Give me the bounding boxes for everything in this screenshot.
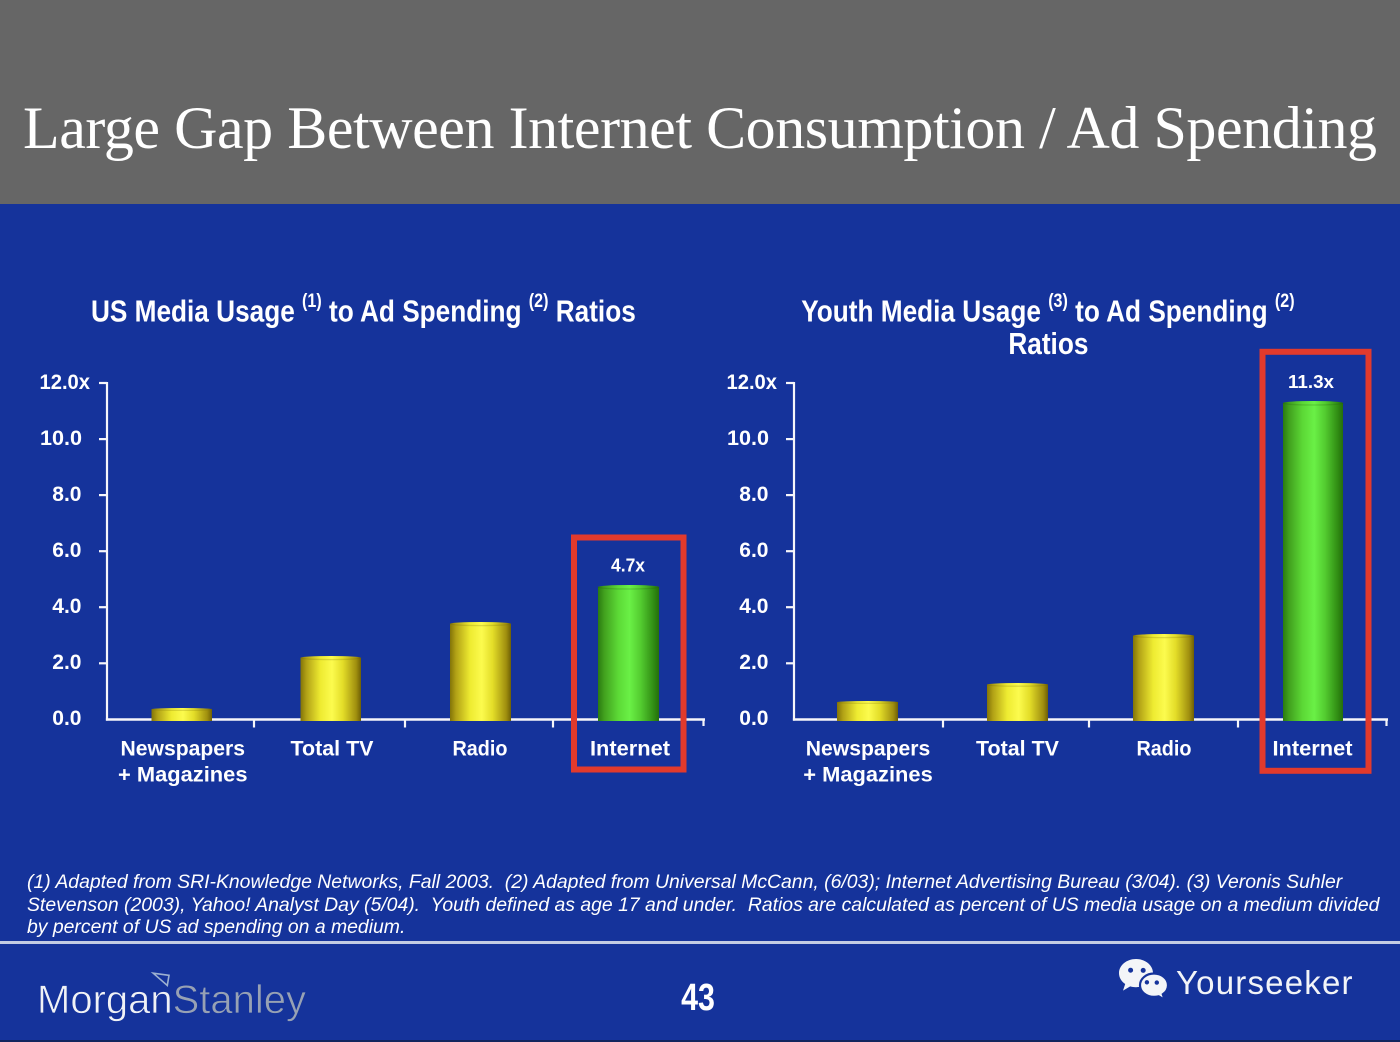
svg-text:6.0: 6.0 xyxy=(52,539,81,562)
svg-text:0.0: 0.0 xyxy=(52,707,81,730)
svg-text:Radio: Radio xyxy=(1137,737,1192,761)
svg-text:4.7x: 4.7x xyxy=(611,555,646,576)
svg-text:12.0x: 12.0x xyxy=(727,371,778,394)
svg-text:Total TV: Total TV xyxy=(291,737,375,761)
svg-text:Radio: Radio xyxy=(453,737,508,761)
svg-text:10.0: 10.0 xyxy=(40,427,82,450)
svg-text:11.3x: 11.3x xyxy=(1288,371,1335,392)
svg-text:4.0: 4.0 xyxy=(739,595,768,618)
svg-text:Total TV: Total TV xyxy=(976,737,1060,761)
svg-text:8.0: 8.0 xyxy=(739,483,768,506)
svg-text:10.0: 10.0 xyxy=(727,427,769,450)
svg-text:Internet: Internet xyxy=(1273,737,1353,761)
svg-text:+ Magazines: + Magazines xyxy=(803,763,933,787)
svg-text:8.0: 8.0 xyxy=(52,483,81,506)
svg-text:6.0: 6.0 xyxy=(739,539,768,562)
svg-text:4.0: 4.0 xyxy=(52,595,81,618)
svg-text:Newspapers: Newspapers xyxy=(121,737,246,761)
svg-text:Internet: Internet xyxy=(590,737,670,761)
svg-text:2.0: 2.0 xyxy=(52,651,81,674)
svg-text:2.0: 2.0 xyxy=(739,651,768,674)
svg-text:Newspapers: Newspapers xyxy=(806,737,931,761)
svg-text:0.0: 0.0 xyxy=(739,707,768,730)
svg-text:+ Magazines: + Magazines xyxy=(118,763,248,787)
svg-text:12.0x: 12.0x xyxy=(40,371,91,394)
